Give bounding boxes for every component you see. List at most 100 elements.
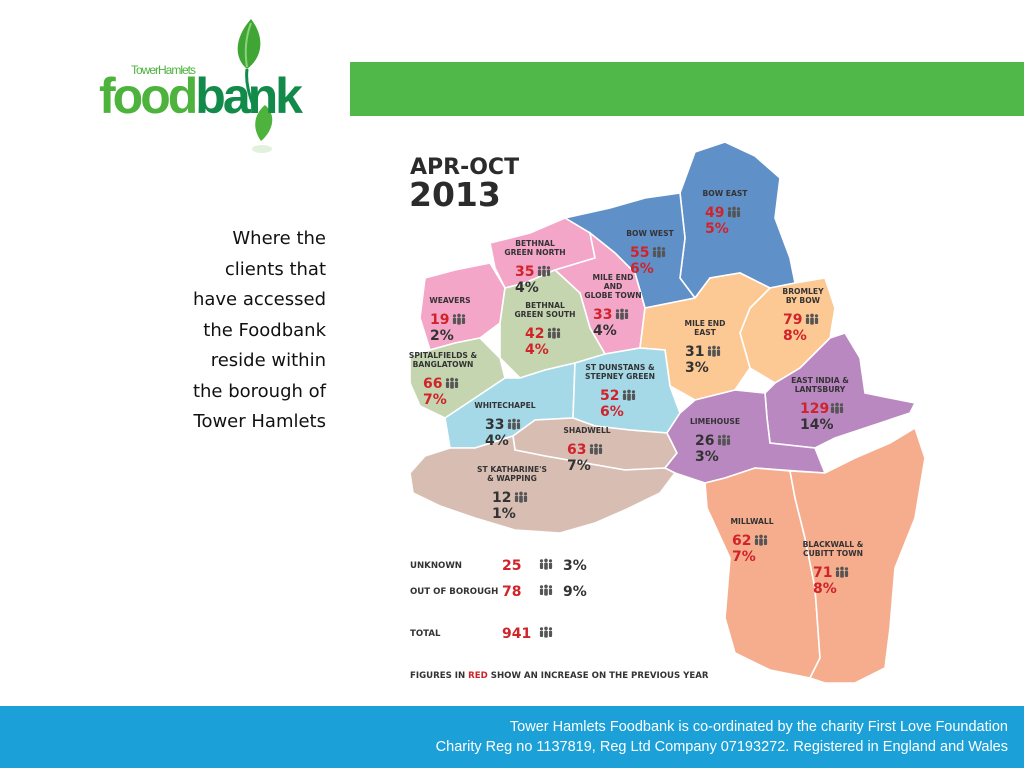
ward-label-spitalfields-banglatown: SPITALFIELDS &BANGLATOWN 667% [409, 351, 478, 408]
people-icon [707, 345, 721, 357]
ward-count: 62 [732, 533, 751, 549]
people-icon [835, 566, 849, 578]
map-note-red: RED [468, 671, 488, 681]
ward-label-weavers: WEAVERS 192% [429, 296, 470, 344]
ward-label-limehouse: LIMEHOUSE 263% [690, 417, 740, 465]
ward-percent: 7% [567, 458, 591, 474]
caption-line: Where the [232, 228, 326, 249]
caption: Where the clients that have accessed the… [140, 224, 326, 438]
region-weavers [419, 262, 506, 351]
ward-label-blackwall-cubitt-town: BLACKWALL &CUBITT TOWN 718% [803, 540, 864, 597]
people-icon [445, 377, 459, 389]
summary-label: OUT OF BOROUGH [410, 587, 498, 597]
map-note: FIGURES IN RED SHOW AN INCREASE ON THE P… [410, 671, 709, 681]
ward-label-bow-west: BOW WEST 556% [626, 229, 674, 277]
caption-line: reside within [210, 350, 326, 371]
ward-name: BETHNAL [515, 239, 555, 248]
logo-word-food: food [99, 68, 198, 124]
ward-name: GLOBE TOWN [584, 291, 641, 300]
ward-name: MILE END [593, 273, 634, 282]
people-icon [539, 558, 553, 570]
ward-count: 35 [515, 264, 534, 280]
map-title-period: APR-OCT [410, 155, 519, 180]
ward-count: 55 [630, 245, 649, 261]
ward-count: 31 [685, 344, 704, 360]
region-blackwall-cubitt-town [789, 426, 926, 684]
ward-percent: 4% [593, 323, 617, 339]
ward-percent: 1% [492, 506, 516, 522]
ward-name: BY BOW [786, 296, 821, 305]
summary-row-unknown: UNKNOWN 25 3% [410, 558, 587, 574]
summary-count: 25 [502, 558, 521, 574]
summary-label: UNKNOWN [410, 561, 462, 571]
ward-name: BANGLATOWN [413, 360, 474, 369]
people-icon [805, 313, 819, 325]
people-icon [507, 418, 521, 430]
caption-line: have accessed [192, 289, 326, 310]
ward-count: 66 [423, 376, 442, 392]
header-green-bar [350, 62, 1024, 116]
ward-percent: 8% [813, 581, 837, 597]
foodbank-logo: TowerHamlets foodbank [95, 15, 335, 165]
ward-name: & WAPPING [487, 474, 537, 483]
ward-label-whitechapel: WHITECHAPEL 334% [474, 401, 535, 449]
ward-name: MILLWALL [730, 517, 773, 526]
ward-count: 63 [567, 442, 586, 458]
people-icon [754, 534, 768, 546]
ward-name: GREEN SOUTH [514, 310, 575, 319]
ward-name: WHITECHAPEL [474, 401, 535, 410]
ward-name: LIMEHOUSE [690, 417, 740, 426]
map-note-after: SHOW AN INCREASE ON THE PREVIOUS YEAR [488, 671, 709, 681]
ward-percent: 4% [515, 280, 539, 296]
ward-name: GREEN NORTH [504, 248, 565, 257]
summary-count: 941 [502, 626, 531, 642]
ward-count: 26 [695, 433, 714, 449]
footer: Tower Hamlets Foodbank is co-ordinated b… [0, 706, 1024, 768]
ward-percent: 3% [695, 449, 719, 465]
map-note-before: FIGURES IN [410, 671, 468, 681]
people-icon [537, 265, 551, 277]
ward-count: 33 [593, 307, 612, 323]
ward-percent: 3% [685, 360, 709, 376]
ward-label-shadwell: SHADWELL 637% [563, 426, 610, 474]
ward-name: BETHNAL [525, 301, 565, 310]
people-icon [589, 443, 603, 455]
ward-percent: 7% [423, 392, 447, 408]
ward-name: BOW WEST [626, 229, 674, 238]
ward-name: CUBITT TOWN [803, 549, 863, 558]
people-icon [452, 313, 466, 325]
people-icon [615, 308, 629, 320]
ward-name: SHADWELL [563, 426, 610, 435]
ward-percent: 4% [525, 342, 549, 358]
ward-name: STEPNEY GREEN [585, 372, 655, 381]
ward-count: 12 [492, 490, 511, 506]
caption-line: the borough of [192, 380, 326, 402]
ward-name: BOW EAST [703, 189, 749, 198]
ward-percent: 6% [630, 261, 654, 277]
ward-count: 19 [430, 312, 449, 328]
ward-count: 71 [813, 565, 832, 581]
footer-line-2: Charity Reg no 1137819, Reg Ltd Company … [435, 739, 1008, 755]
ward-percent: 14% [800, 417, 834, 433]
caption-line: clients that [224, 258, 326, 280]
summary-row-out-of-borough: OUT OF BOROUGH 78 9% [410, 584, 587, 600]
ward-percent: 4% [485, 433, 509, 449]
ward-label-st-dunstans-stepney-green: ST DUNSTANS &STEPNEY GREEN 526% [585, 363, 655, 420]
ward-name: LANTSBURY [795, 385, 846, 394]
ward-name: MILE END [685, 319, 726, 328]
summary-percent: 9% [563, 584, 587, 600]
logo-wordmark: foodbank [99, 68, 303, 124]
logo-word-bank: bank [195, 68, 303, 124]
footer-line-1: Tower Hamlets Foodbank is co-ordinated b… [509, 719, 1008, 735]
summary-label: TOTAL [410, 629, 441, 639]
region-st-katharines-wapping [409, 434, 677, 534]
ward-label-millwall: MILLWALL 627% [730, 517, 773, 565]
people-icon [514, 491, 528, 503]
summary-count: 78 [502, 584, 521, 600]
ward-count: 52 [600, 388, 619, 404]
ward-percent: 2% [430, 328, 454, 344]
